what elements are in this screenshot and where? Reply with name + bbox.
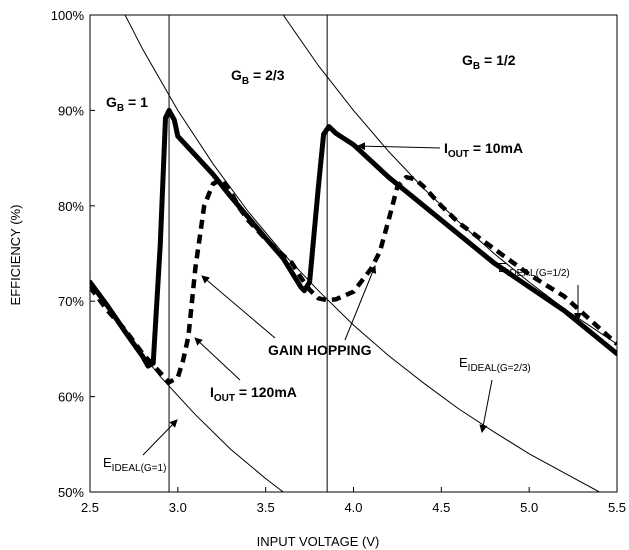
series-label-iout-120ma: IOUT = 120mA: [210, 384, 297, 404]
region-label-gb-2-3: GB = 2/3: [231, 67, 285, 87]
series-line-3: [124, 15, 600, 492]
x-tick-label: 3.5: [257, 500, 275, 515]
x-tick-label: 4.0: [344, 500, 362, 515]
series-line-0: [90, 107, 617, 369]
y-tick-label: 100%: [51, 8, 85, 23]
y-axis-title: EFFICIENCY (%): [8, 205, 23, 306]
arrow-e-ideal-g2-3: [479, 379, 493, 433]
arrow-e-ideal-g1: [142, 419, 178, 456]
y-tick-label: 80%: [58, 199, 84, 214]
x-axis-title: INPUT VOLTAGE (V): [257, 534, 380, 549]
y-tick-label: 60%: [58, 390, 84, 405]
y-tick-label: 70%: [58, 294, 84, 309]
x-tick-label: 5.5: [608, 500, 626, 515]
arrow-gain-hopping-left: [201, 275, 276, 339]
x-tick-label: 4.5: [432, 500, 450, 515]
series-label-iout-10ma: IOUT = 10mA: [444, 140, 523, 160]
label-e-ideal-g1: EIDEAL(G=1): [103, 455, 166, 474]
series-line-2: [90, 281, 284, 492]
y-tick-label: 90%: [58, 103, 84, 118]
arrow-iout-120ma: [194, 337, 241, 381]
label-e-ideal-g1-2: EIDEAL(G=1/2): [498, 260, 570, 279]
label-e-ideal-g2-3: EIDEAL(G=2/3): [459, 355, 531, 374]
region-label-gb-1: GB = 1: [106, 94, 148, 114]
region-label-gb-1-2: GB = 1/2: [462, 52, 516, 72]
arrow-iout-10ma: [357, 142, 441, 151]
series-line-4: [282, 15, 617, 345]
arrow-gain-hopping-right: [344, 265, 377, 341]
x-tick-label: 3.0: [169, 500, 187, 515]
x-tick-label: 2.5: [81, 500, 99, 515]
y-tick-label: 50%: [58, 485, 84, 500]
gain-hopping-label: GAIN HOPPING: [268, 342, 372, 358]
x-tick-label: 5.0: [520, 500, 538, 515]
series-line-1: [90, 174, 617, 385]
